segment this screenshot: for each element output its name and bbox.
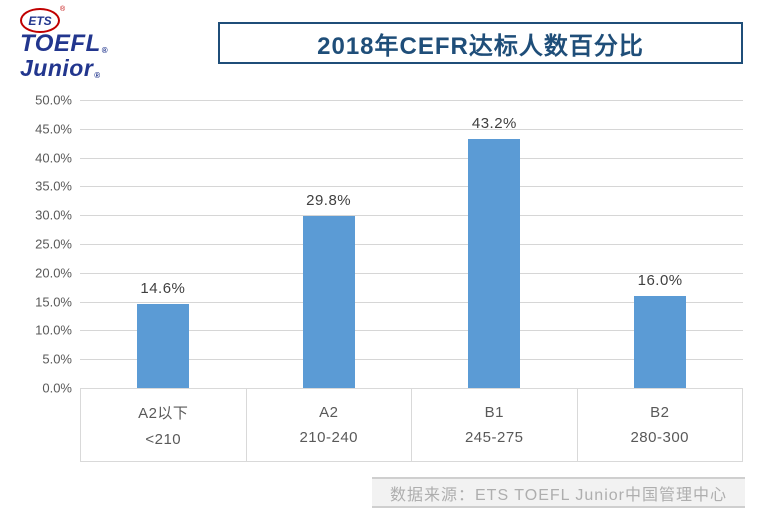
chart-bar-A2 [302, 216, 355, 388]
toefl-junior-logo: ETS ® TOEFL® Junior® [20, 6, 170, 86]
gridline [80, 157, 743, 159]
category-level-label: B1 [484, 403, 504, 421]
registered-mark: ® [101, 46, 109, 55]
gridline [80, 330, 743, 332]
gridline [80, 215, 743, 217]
category-cell-B2: B2 280-300 [578, 389, 743, 461]
category-cell-A2: A2 210-240 [247, 389, 412, 461]
chart-bar-A2以下 [136, 303, 189, 388]
category-level-label: B2 [650, 403, 670, 421]
y-axis-label: 0.0% [42, 380, 72, 396]
gridline [80, 359, 743, 361]
bar-value-label: 29.8% [306, 192, 352, 210]
y-axis-label: 20.0% [35, 265, 72, 281]
category-level-label: A2以下 [138, 405, 189, 423]
data-source-text: 数据来源：ETS TOEFL Junior中国管理中心 [390, 486, 727, 504]
category-table: A2以下 <210 A2 210-240 B1 245-275 B2 280-300 [80, 388, 743, 462]
category-score-range: 245-275 [464, 429, 524, 447]
y-axis-label: 50.0% [35, 92, 72, 108]
gridline [80, 186, 743, 188]
chart-bar-B2 [634, 295, 687, 388]
chart-title: 2018年CEFR达标人数百分比 [317, 32, 644, 60]
y-axis-label: 15.0% [35, 294, 72, 310]
y-axis-label: 45.0% [35, 121, 72, 137]
chart-title-box: 2018年CEFR达标人数百分比 [218, 22, 743, 64]
gridline [80, 100, 743, 101]
logo-toefl: TOEFL® [20, 30, 109, 57]
chart-bar-B1 [468, 139, 521, 388]
data-source-footer: 数据来源：ETS TOEFL Junior中国管理中心 [372, 477, 745, 508]
y-axis-label: 25.0% [35, 236, 72, 252]
category-cell-A2以下: A2以下 <210 [81, 389, 247, 461]
y-axis-label: 5.0% [42, 351, 72, 367]
bar-value-label: 16.0% [637, 271, 683, 289]
category-score-range: <210 [145, 430, 182, 448]
category-score-range: 210-240 [299, 429, 359, 447]
y-axis-label: 10.0% [35, 322, 72, 338]
category-score-range: 280-300 [630, 429, 690, 447]
registered-mark: ® [60, 6, 66, 13]
bar-value-label: 43.2% [471, 115, 517, 133]
gridline [80, 301, 743, 303]
y-axis-label: 35.0% [35, 178, 72, 194]
category-cell-B1: B1 245-275 [412, 389, 578, 461]
y-axis-label: 40.0% [35, 150, 72, 166]
gridline [80, 244, 743, 245]
ets-oval-icon: ETS [20, 8, 60, 33]
gridline [80, 128, 743, 130]
plot-area: 14.6% 29.8% 43.2% 16.0% [80, 100, 743, 388]
ets-logo-text: ETS [28, 13, 52, 28]
registered-mark: ® [94, 71, 101, 80]
gridline [80, 272, 743, 274]
category-level-label: A2 [319, 403, 339, 421]
bar-value-label: 14.6% [140, 279, 186, 297]
logo-junior: Junior® [20, 55, 101, 81]
y-axis: 0.0% 5.0% 10.0% 15.0% 20.0% 25.0% 30.0% 35.0% 40… [0, 93, 72, 396]
y-axis-label: 30.0% [35, 207, 72, 223]
